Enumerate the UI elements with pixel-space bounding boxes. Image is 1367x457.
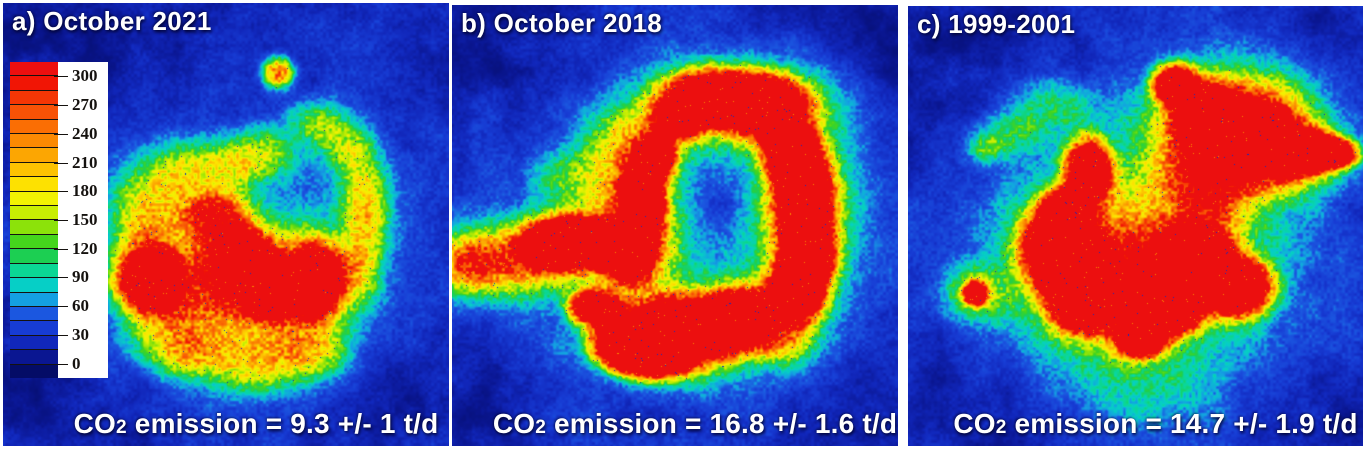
heatmap-canvas-c	[908, 6, 1363, 446]
panel-1999-2001: c) 1999-2001 CO2 emission = 14.7 +/- 1.9…	[908, 6, 1363, 446]
colorbar-tick-label: 270	[72, 95, 98, 115]
panel-october-2018: b) October 2018 CO2 emission = 16.8 +/- …	[452, 5, 898, 446]
colorbar-segment	[10, 292, 58, 307]
colorbar-segment	[10, 134, 58, 149]
panel-b-emission-caption: CO2 emission = 16.8 +/- 1.6 t/d	[452, 408, 898, 440]
panel-c-emission-caption: CO2 emission = 14.7 +/- 1.9 t/d	[908, 408, 1363, 440]
colorbar-segment	[10, 220, 58, 235]
colorbar-tick-label: 180	[72, 181, 98, 201]
caption-molecule: CO	[73, 408, 117, 439]
caption-subscript-2: 2	[995, 417, 1007, 438]
panel-c-title: c) 1999-2001	[917, 9, 1076, 39]
colorbar-segment	[10, 263, 58, 279]
colorbar-tick-label: 0	[72, 353, 81, 373]
panel-b-title: b) October 2018	[461, 8, 663, 38]
colorbar-tick	[54, 248, 68, 250]
caption-molecule: CO	[492, 408, 536, 439]
colorbar-segment	[10, 148, 58, 163]
colorbar-tick	[54, 306, 68, 308]
colorbar-tick-label: 30	[72, 324, 89, 344]
heatmap-canvas-b	[452, 5, 898, 446]
colorbar-segment	[10, 119, 58, 135]
panel-a-title: a) October 2021	[12, 6, 212, 36]
colorbar-tick-label: 90	[72, 267, 89, 287]
caption-subscript-2: 2	[535, 417, 547, 438]
colorbar-tick	[54, 105, 68, 107]
colorbar-tick	[54, 334, 68, 336]
colorbar-segment	[10, 278, 58, 293]
colorbar-tick	[54, 162, 68, 164]
colorbar-segment	[10, 335, 58, 351]
colorbar-segment	[10, 206, 58, 221]
colorbar-segment	[10, 350, 58, 365]
colorbar-segment	[10, 364, 58, 378]
caption-value-text: emission = 9.3 +/- 1 t/d	[126, 408, 439, 439]
colorbar-segment	[10, 306, 58, 322]
colorbar-tick-label: 60	[72, 296, 89, 316]
caption-value-text: emission = 14.7 +/- 1.9 t/d	[1006, 408, 1358, 439]
colorbar-segment	[10, 105, 58, 120]
colorbar-tick	[54, 76, 68, 78]
colorbar-tick	[54, 363, 68, 365]
colorbar-segment	[10, 62, 58, 77]
colorbar-swatches	[10, 62, 58, 378]
panel-a-emission-caption: CO2 emission = 9.3 +/- 1 t/d	[3, 408, 449, 440]
colorbar-tick	[54, 133, 68, 135]
colorbar-tick-label: 150	[72, 210, 98, 229]
panel-october-2021: a) October 2021 300 270 240 210 180 150 120 90 6…	[3, 3, 449, 446]
caption-subscript-2: 2	[116, 417, 127, 438]
colorbar-tick	[54, 220, 68, 221]
colorbar-segment	[10, 234, 58, 250]
colorbar-segment	[10, 162, 58, 178]
colorbar-legend: 300 270 240 210 180 150 120 90 60 30 0	[10, 62, 108, 378]
colorbar-segment	[10, 76, 58, 91]
colorbar-tick-label: 120	[72, 238, 98, 258]
colorbar-tick-label: 240	[72, 123, 98, 143]
colorbar-tick-label: 210	[72, 152, 98, 172]
colorbar-tick-label: 300	[72, 66, 98, 86]
colorbar-segment	[10, 191, 58, 207]
caption-molecule: CO	[953, 408, 996, 439]
colorbar-segment	[10, 90, 58, 106]
colorbar-segment	[10, 321, 58, 336]
caption-value-text: emission = 16.8 +/- 1.6 t/d	[546, 408, 898, 439]
colorbar-tick	[54, 277, 68, 279]
colorbar-segment	[10, 249, 58, 264]
colorbar-tick	[54, 191, 68, 193]
colorbar-segment	[10, 177, 58, 192]
